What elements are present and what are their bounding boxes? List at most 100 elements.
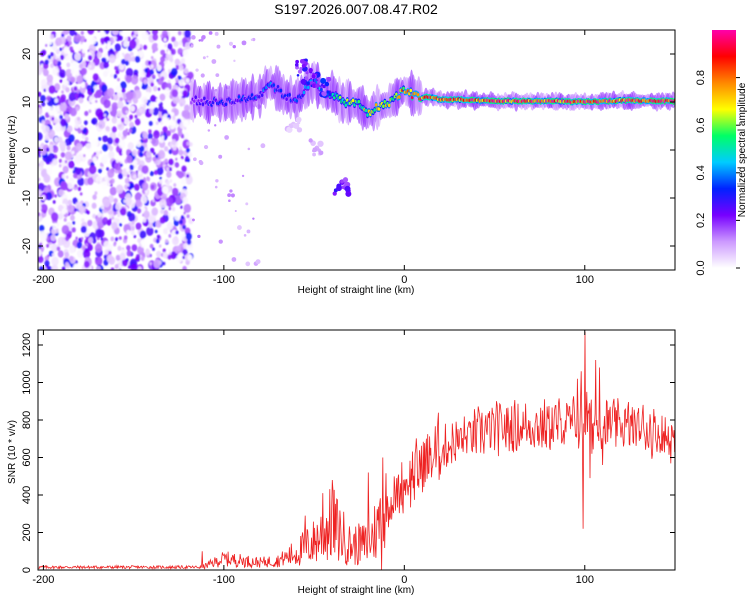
noise-speckle xyxy=(72,221,76,225)
noise-speckle xyxy=(130,263,138,270)
noise-speckle xyxy=(133,30,139,35)
noise-speckle xyxy=(124,36,129,42)
noise-speckle xyxy=(106,167,110,171)
noise-speckle xyxy=(76,75,84,85)
noise-speckle xyxy=(183,67,189,74)
noise-speckle xyxy=(74,155,82,165)
noise-speckle xyxy=(171,139,177,146)
blob-cell xyxy=(318,150,324,156)
noise-speckle xyxy=(152,156,157,162)
noise-speckle xyxy=(38,189,43,196)
noise-speckle xyxy=(175,180,183,189)
noise-speckle xyxy=(185,78,190,84)
y-tick-label: 20 xyxy=(21,48,33,60)
noise-speckle xyxy=(206,55,209,58)
noise-speckle xyxy=(92,194,97,200)
noise-speckle xyxy=(50,234,56,242)
noise-speckle xyxy=(38,177,41,182)
noise-speckle xyxy=(184,104,190,112)
blob-cell xyxy=(304,61,308,66)
noise-speckle xyxy=(134,114,138,119)
noise-speckle xyxy=(52,145,59,153)
noise-speckle xyxy=(114,161,122,171)
noise-speckle xyxy=(71,150,75,155)
noise-speckle xyxy=(69,30,76,37)
noise-speckle xyxy=(177,130,183,137)
noise-speckle xyxy=(139,145,145,152)
noise-speckle xyxy=(145,91,151,98)
noise-speckle xyxy=(39,232,48,242)
noise-speckle xyxy=(52,200,56,204)
noise-speckle xyxy=(126,229,131,235)
ridge-core xyxy=(320,88,323,92)
noise-speckle xyxy=(76,116,81,121)
noise-speckle xyxy=(174,213,181,222)
noise-speckle xyxy=(214,31,219,36)
noise-speckle xyxy=(187,152,193,158)
noise-speckle xyxy=(148,129,152,134)
noise-speckle xyxy=(174,161,180,168)
noise-speckle xyxy=(118,236,122,241)
noise-speckle xyxy=(45,191,53,201)
noise-speckle xyxy=(164,146,169,152)
noise-speckle xyxy=(216,44,221,49)
noise-speckle xyxy=(80,236,84,240)
noise-speckle xyxy=(105,125,110,132)
noise-speckle xyxy=(141,96,148,105)
noise-speckle xyxy=(118,150,124,156)
y-tick-label: 0 xyxy=(21,147,33,153)
noise-speckle xyxy=(182,248,188,256)
noise-speckle xyxy=(168,158,174,166)
noise-speckle xyxy=(167,229,170,233)
noise-speckle xyxy=(108,107,112,112)
noise-speckle xyxy=(121,58,126,65)
noise-speckle xyxy=(183,132,189,139)
noise-speckle xyxy=(227,193,232,198)
noise-speckle xyxy=(91,117,98,125)
noise-speckle xyxy=(115,158,119,164)
noise-speckle xyxy=(117,245,122,251)
noise-speckle xyxy=(189,142,193,147)
ridge-core xyxy=(344,103,348,108)
noise-speckle xyxy=(75,70,80,76)
noise-speckle xyxy=(143,79,148,85)
blob-cell xyxy=(344,185,351,192)
noise-speckle xyxy=(113,241,117,245)
noise-speckle xyxy=(125,197,132,206)
noise-speckle xyxy=(89,125,92,130)
noise-speckle xyxy=(197,234,201,238)
noise-speckle xyxy=(99,80,103,85)
noise-speckle xyxy=(82,212,87,217)
x-tick-label: -100 xyxy=(213,574,235,586)
noise-speckle xyxy=(171,36,176,43)
noise-speckle xyxy=(151,30,159,36)
noise-speckle xyxy=(81,48,86,54)
noise-speckle xyxy=(121,106,129,115)
noise-speckle xyxy=(104,175,109,181)
noise-speckle xyxy=(61,208,67,215)
noise-speckle xyxy=(111,222,118,230)
noise-speckle xyxy=(211,59,217,64)
noise-speckle xyxy=(232,44,236,49)
noise-speckle xyxy=(102,198,111,208)
noise-speckle xyxy=(170,67,178,76)
noise-speckle xyxy=(149,170,154,177)
noise-speckle xyxy=(167,254,172,260)
noise-speckle xyxy=(118,123,122,128)
noise-speckle xyxy=(109,179,113,185)
noise-speckle xyxy=(59,79,63,83)
noise-speckle xyxy=(190,44,194,48)
noise-speckle xyxy=(137,245,144,255)
noise-speckle xyxy=(200,73,205,78)
noise-speckle xyxy=(148,121,153,127)
blob-cell xyxy=(308,67,313,73)
blob xyxy=(284,116,303,133)
noise-speckle xyxy=(195,68,199,72)
noise-speckle xyxy=(46,243,50,248)
noise-speckle xyxy=(202,56,206,60)
noise-speckle xyxy=(65,87,70,93)
noise-speckle xyxy=(43,88,47,92)
ridge-core xyxy=(276,84,280,89)
y-tick-label: 800 xyxy=(21,411,33,429)
noise-speckle xyxy=(150,82,154,87)
